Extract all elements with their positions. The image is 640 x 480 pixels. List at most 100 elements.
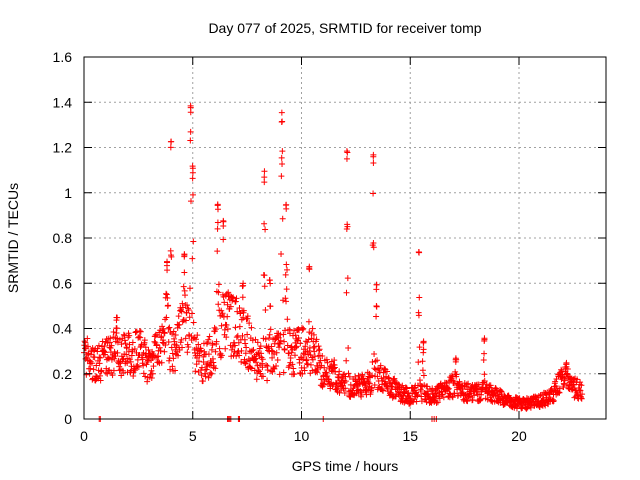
data-point: [233, 334, 240, 341]
data-point: [139, 356, 146, 363]
data-point: [233, 353, 240, 360]
data-point: [224, 313, 231, 320]
data-point: [301, 367, 308, 374]
data-point: [215, 289, 222, 296]
data-point: [185, 344, 192, 351]
data-point: [150, 363, 157, 370]
data-point: [380, 369, 387, 376]
data-point: [149, 370, 156, 377]
y-tick-label: 1.4: [53, 94, 73, 110]
data-point: [250, 346, 257, 353]
data-point: [278, 251, 285, 258]
data-point: [242, 350, 249, 357]
data-point: [99, 338, 106, 345]
data-point: [168, 253, 175, 260]
data-point: [320, 381, 327, 388]
y-tick-label: 1.6: [53, 49, 73, 65]
data-point: [238, 347, 245, 354]
data-point: [268, 368, 275, 375]
data-point: [170, 355, 177, 362]
data-point: [292, 332, 299, 339]
data-point: [266, 277, 273, 284]
data-point: [550, 397, 557, 404]
data-point: [262, 336, 269, 343]
y-tick-label: 0.6: [53, 275, 73, 291]
data-point: [261, 168, 268, 175]
data-point: [578, 395, 585, 402]
data-point: [558, 366, 565, 373]
data-point: [308, 335, 315, 342]
data-point: [157, 347, 164, 354]
data-point: [126, 356, 133, 363]
data-point: [405, 389, 412, 396]
data-point: [324, 359, 331, 366]
data-point: [473, 386, 480, 393]
data-point: [206, 333, 213, 340]
data-point: [109, 372, 116, 379]
data-point: [345, 345, 352, 352]
data-point: [219, 310, 226, 317]
data-point: [413, 398, 420, 405]
data-point: [283, 298, 290, 305]
data-point: [556, 385, 563, 392]
data-point: [563, 361, 570, 368]
y-tick-label: 1.2: [53, 140, 73, 156]
data-point: [420, 338, 427, 345]
data-point: [136, 333, 143, 340]
x-axis-label: GPS time / hours: [292, 458, 399, 474]
data-point: [209, 342, 216, 349]
data-point: [487, 394, 494, 401]
chart-title: Day 077 of 2025, SRMTID for receiver tom…: [208, 20, 481, 36]
data-point: [257, 370, 264, 377]
data-point: [561, 377, 568, 384]
data-point: [389, 383, 396, 390]
data-point: [163, 262, 170, 269]
data-point: [550, 398, 557, 405]
data-point: [189, 165, 196, 172]
data-point: [253, 359, 260, 366]
data-point: [184, 302, 191, 309]
data-point: [123, 351, 130, 358]
data-point: [370, 244, 377, 251]
data-point: [156, 344, 163, 351]
data-point: [444, 386, 451, 393]
data-point: [416, 344, 423, 351]
data-point: [370, 190, 377, 197]
data-point: [230, 352, 237, 359]
data-point: [134, 356, 141, 363]
data-point: [213, 338, 220, 345]
data-point: [342, 378, 349, 385]
data-point: [93, 374, 100, 381]
data-point: [284, 316, 291, 323]
data-point: [128, 352, 135, 359]
data-point: [273, 363, 280, 370]
data-point: [247, 364, 254, 371]
data-point: [232, 298, 239, 305]
data-point: [299, 370, 306, 377]
data-point: [267, 326, 274, 333]
data-point: [419, 367, 426, 374]
data-point: [93, 362, 100, 369]
data-point: [365, 373, 372, 380]
data-point: [87, 365, 94, 372]
data-point: [278, 173, 285, 180]
data-point: [98, 367, 105, 374]
data-point: [451, 390, 458, 397]
data-point: [161, 330, 168, 337]
data-point: [276, 371, 283, 378]
data-point: [208, 370, 215, 377]
data-point: [214, 219, 221, 226]
data-point: [579, 391, 586, 398]
data-point: [366, 370, 373, 377]
data-point: [97, 377, 104, 384]
data-point: [236, 323, 243, 330]
data-point: [160, 337, 167, 344]
data-point: [343, 289, 350, 296]
data-point: [297, 340, 304, 347]
data-point: [267, 303, 274, 310]
data-point: [374, 373, 381, 380]
data-point: [373, 281, 380, 288]
data-point: [170, 328, 177, 335]
data-point: [316, 346, 323, 353]
data-point: [187, 128, 194, 135]
